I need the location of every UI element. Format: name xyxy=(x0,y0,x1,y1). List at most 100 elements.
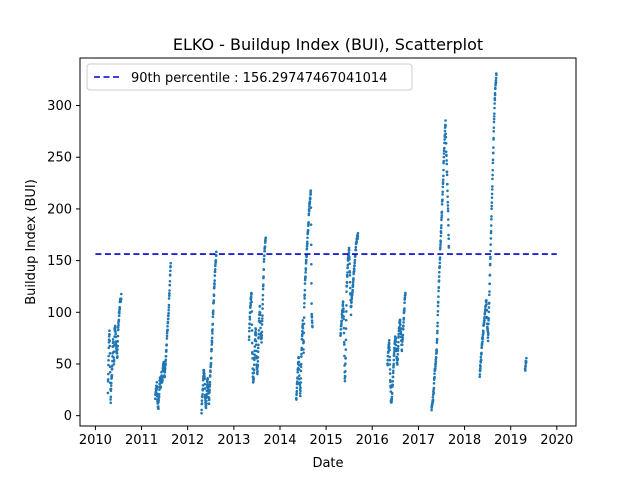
data-point xyxy=(209,361,213,365)
data-point xyxy=(203,382,207,386)
data-point xyxy=(107,359,110,362)
data-point xyxy=(348,262,351,266)
data-point xyxy=(388,355,391,359)
data-point xyxy=(159,386,163,389)
data-point xyxy=(262,275,265,278)
data-point xyxy=(201,387,205,391)
data-point xyxy=(163,366,167,370)
data-point xyxy=(400,349,404,353)
data-point xyxy=(446,182,449,186)
data-point xyxy=(447,224,450,227)
data-point xyxy=(110,381,113,385)
data-point xyxy=(249,298,253,301)
data-point xyxy=(247,329,251,333)
data-point xyxy=(157,392,161,396)
data-point xyxy=(342,340,346,344)
data-point xyxy=(442,174,445,178)
data-point xyxy=(119,300,123,303)
data-point xyxy=(108,352,112,355)
data-point xyxy=(297,363,301,367)
data-point xyxy=(254,331,258,335)
data-point xyxy=(489,255,492,259)
data-point xyxy=(433,367,437,370)
data-point xyxy=(299,362,303,366)
data-point xyxy=(258,304,262,308)
data-point xyxy=(256,356,260,359)
data-point xyxy=(345,284,349,288)
data-point xyxy=(397,332,401,336)
data-point xyxy=(203,377,206,381)
data-point xyxy=(253,345,257,348)
x-tick-label: 2012 xyxy=(171,433,204,448)
data-point xyxy=(490,215,493,218)
data-point xyxy=(350,293,354,297)
data-point xyxy=(441,185,445,189)
y-tick-label: 100 xyxy=(47,306,72,321)
data-point xyxy=(444,135,448,139)
data-point xyxy=(297,368,301,371)
data-point xyxy=(485,299,488,302)
data-point xyxy=(442,149,446,153)
data-point xyxy=(112,362,116,366)
data-point xyxy=(213,270,217,274)
legend-label: 90th percentile : 156.29747467041014 xyxy=(131,71,387,86)
data-point xyxy=(493,93,497,97)
data-point xyxy=(298,391,302,395)
data-point xyxy=(167,317,170,321)
data-point xyxy=(212,301,215,305)
data-point xyxy=(256,346,260,350)
data-point xyxy=(305,247,309,250)
data-point xyxy=(168,274,172,277)
data-point xyxy=(297,356,301,360)
data-point xyxy=(253,358,256,362)
data-point xyxy=(260,330,264,334)
data-point xyxy=(388,368,392,371)
data-point xyxy=(303,282,307,285)
y-tick-label: 300 xyxy=(47,99,72,114)
data-point xyxy=(305,244,309,248)
data-point xyxy=(444,124,447,128)
data-point xyxy=(306,242,309,246)
data-point xyxy=(485,308,489,312)
data-point xyxy=(309,223,313,226)
data-point xyxy=(165,343,169,347)
data-point xyxy=(487,331,490,335)
data-point xyxy=(204,402,208,405)
data-point xyxy=(109,395,113,399)
data-point xyxy=(399,330,403,334)
data-point xyxy=(213,285,216,289)
data-point xyxy=(494,87,497,91)
data-point xyxy=(212,294,216,298)
data-point xyxy=(488,273,492,277)
data-point xyxy=(480,342,484,346)
data-point xyxy=(356,231,360,235)
data-point xyxy=(432,391,435,395)
data-point xyxy=(250,310,254,313)
data-point xyxy=(157,400,160,404)
data-point xyxy=(440,218,443,222)
data-point xyxy=(483,319,486,322)
data-point xyxy=(205,399,208,403)
data-point xyxy=(261,293,265,297)
data-point xyxy=(110,375,114,379)
data-point xyxy=(390,395,394,399)
data-point xyxy=(388,358,392,362)
data-point xyxy=(478,375,482,379)
x-axis-ticks: 2010 2011 2012 2013 2014 2015 2016 2017 2018 2019… xyxy=(79,426,573,448)
data-point xyxy=(487,316,491,320)
data-point xyxy=(116,348,119,351)
data-point xyxy=(258,313,262,317)
data-point xyxy=(489,249,492,253)
data-point xyxy=(435,350,439,353)
data-point xyxy=(206,377,210,381)
data-point xyxy=(344,338,348,342)
data-point xyxy=(208,385,212,388)
data-point xyxy=(444,132,448,136)
data-point xyxy=(208,388,211,392)
data-point xyxy=(112,350,116,353)
data-point xyxy=(445,159,448,162)
data-point xyxy=(440,210,444,214)
data-point xyxy=(259,321,262,324)
data-point xyxy=(434,358,438,361)
data-point xyxy=(479,365,482,368)
